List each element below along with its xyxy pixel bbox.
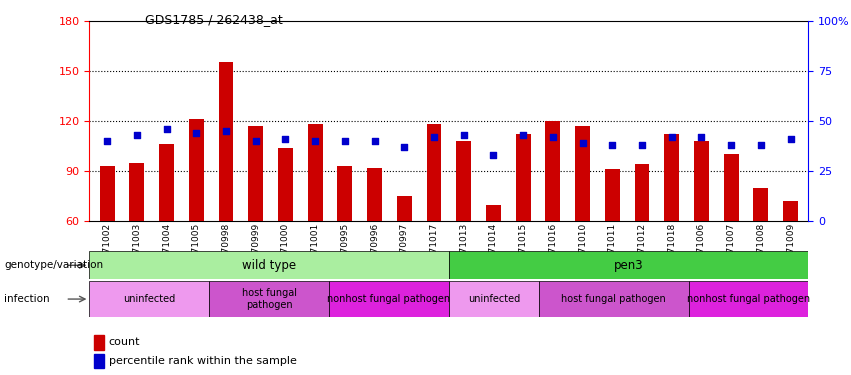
Point bbox=[220, 128, 233, 134]
Text: GDS1785 / 262438_at: GDS1785 / 262438_at bbox=[145, 13, 283, 26]
Bar bbox=[694, 141, 709, 221]
Bar bbox=[753, 188, 768, 221]
Bar bbox=[456, 141, 471, 221]
Bar bbox=[723, 154, 739, 221]
Point bbox=[100, 138, 114, 144]
Text: genotype/variation: genotype/variation bbox=[4, 261, 103, 270]
Bar bbox=[159, 144, 174, 221]
Bar bbox=[308, 124, 323, 221]
Bar bbox=[129, 163, 145, 221]
Point bbox=[368, 138, 381, 144]
Bar bbox=[89, 281, 209, 317]
Point bbox=[249, 138, 263, 144]
Point bbox=[517, 132, 530, 138]
Point bbox=[546, 134, 560, 140]
Bar bbox=[209, 281, 329, 317]
Text: nonhost fungal pathogen: nonhost fungal pathogen bbox=[328, 294, 450, 304]
Bar bbox=[426, 124, 442, 221]
Bar bbox=[94, 335, 105, 350]
Bar bbox=[248, 126, 263, 221]
Text: uninfected: uninfected bbox=[468, 294, 520, 304]
Bar bbox=[516, 134, 531, 221]
Point bbox=[724, 142, 738, 148]
Bar bbox=[189, 119, 203, 221]
Point bbox=[190, 130, 203, 136]
Bar bbox=[665, 134, 679, 221]
Text: nonhost fungal pathogen: nonhost fungal pathogen bbox=[687, 294, 810, 304]
Bar bbox=[635, 164, 649, 221]
Bar bbox=[94, 354, 105, 368]
Text: host fungal
pathogen: host fungal pathogen bbox=[242, 288, 297, 310]
Bar bbox=[783, 201, 798, 221]
Bar bbox=[367, 168, 382, 221]
Bar bbox=[89, 251, 448, 279]
Point bbox=[457, 132, 471, 138]
Point bbox=[338, 138, 351, 144]
Bar bbox=[448, 281, 539, 317]
Text: pen3: pen3 bbox=[614, 259, 643, 272]
Text: percentile rank within the sample: percentile rank within the sample bbox=[109, 356, 297, 366]
Point bbox=[576, 140, 590, 146]
Bar bbox=[219, 62, 233, 221]
Bar bbox=[486, 204, 501, 221]
Text: infection: infection bbox=[4, 294, 50, 304]
Point bbox=[606, 142, 620, 148]
Point bbox=[397, 144, 411, 150]
Bar bbox=[539, 281, 688, 317]
Point bbox=[694, 134, 708, 140]
Bar bbox=[605, 170, 620, 221]
Text: host fungal pathogen: host fungal pathogen bbox=[562, 294, 666, 304]
Point bbox=[308, 138, 322, 144]
Bar bbox=[448, 251, 808, 279]
Point bbox=[754, 142, 768, 148]
Point bbox=[487, 152, 500, 158]
Text: wild type: wild type bbox=[242, 259, 296, 272]
Bar bbox=[575, 126, 590, 221]
Bar bbox=[278, 148, 293, 221]
Bar bbox=[329, 281, 448, 317]
Point bbox=[665, 134, 678, 140]
Point bbox=[784, 136, 797, 142]
Point bbox=[130, 132, 144, 138]
Text: count: count bbox=[109, 338, 140, 347]
Bar bbox=[338, 166, 352, 221]
Point bbox=[427, 134, 441, 140]
Point bbox=[160, 126, 174, 132]
Bar bbox=[545, 121, 560, 221]
Bar bbox=[397, 196, 412, 221]
Text: uninfected: uninfected bbox=[123, 294, 175, 304]
Point bbox=[635, 142, 648, 148]
Bar bbox=[688, 281, 808, 317]
Point bbox=[278, 136, 292, 142]
Bar bbox=[100, 166, 115, 221]
